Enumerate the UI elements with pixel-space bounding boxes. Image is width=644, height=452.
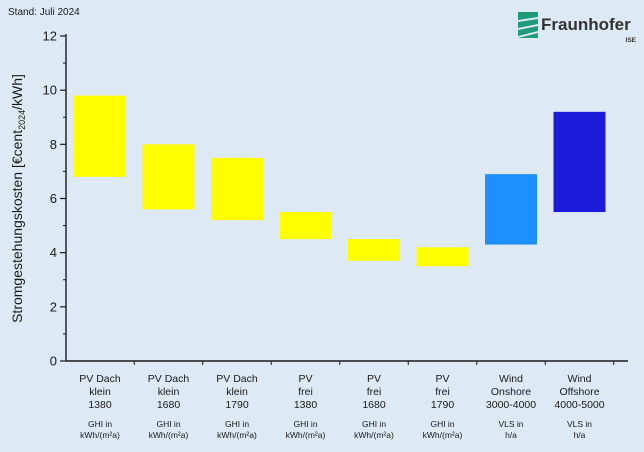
range-bar [279, 212, 332, 240]
category-label-line: 1380 [294, 399, 318, 411]
logo-sub-text: ISE [626, 37, 637, 44]
category-unit-line: kWh/(m²a) [80, 430, 120, 440]
category-unit-line: kWh/(m²a) [423, 430, 463, 440]
category-unit-line: GHI in [156, 419, 180, 429]
category-label-line: PV [298, 373, 312, 385]
category-label-line: PV Dach [148, 373, 190, 385]
category-unit-line: GHI in [225, 419, 249, 429]
category-label-line: Wind [499, 373, 523, 385]
y-axis-label: Stromgestehungskosten [€cent2024/kWh] [9, 74, 27, 323]
category-label-line: PV [435, 373, 449, 385]
category-label-line: klein [89, 386, 111, 398]
category-unit-line: GHI in [362, 419, 386, 429]
category-unit-line: GHI in [293, 419, 317, 429]
category-unit-line: kWh/(m²a) [149, 430, 189, 440]
category-label-line: Wind [568, 373, 592, 385]
category-label-line: 1790 [431, 399, 455, 411]
category-label-line: 3000-4000 [486, 399, 536, 411]
y-tick-label: 10 [43, 83, 57, 98]
category-unit-line: h/a [505, 430, 517, 440]
y-tick-label: 0 [50, 354, 57, 369]
category-label-line: 1680 [157, 399, 181, 411]
category-unit-line: GHI in [430, 419, 454, 429]
range-bar [211, 157, 263, 221]
y-tick-label: 4 [50, 245, 57, 260]
y-tick-label: 12 [43, 29, 57, 44]
category-unit-line: kWh/(m²a) [354, 430, 394, 440]
axes: 0 2 4 6 8 10 12 [43, 29, 628, 369]
category-label-line: frei [435, 386, 450, 398]
category-label-line: klein [226, 386, 248, 398]
y-tick-label: 8 [50, 137, 57, 152]
range-bar [74, 95, 126, 177]
category-label-line: frei [367, 386, 382, 398]
y-axis-label-group: Stromgestehungskosten [€cent2024/kWh] [9, 74, 27, 323]
category-label-line: PV Dach [216, 373, 258, 385]
category-label-line: Offshore [559, 386, 599, 398]
category-label-line: 1790 [225, 399, 249, 411]
stand-label: Stand: Juli 2024 [8, 7, 80, 18]
category-label-line: Onshore [491, 386, 531, 398]
fraunhofer-logo-mark-icon [518, 12, 538, 38]
range-bar [485, 174, 537, 245]
y-tick-label: 2 [50, 299, 57, 314]
category-label-line: PV [367, 373, 381, 385]
range-bar [348, 239, 400, 261]
category-label-line: klein [158, 386, 180, 398]
category-label-line: 1380 [88, 399, 112, 411]
category-unit-line: kWh/(m²a) [217, 430, 257, 440]
y-axis-label-main: Stromgestehungskosten [€cent [9, 130, 25, 323]
category-label-line: frei [298, 386, 313, 398]
category-label-line: PV Dach [79, 373, 121, 385]
category-unit-line: VLS in [567, 419, 592, 429]
bars [74, 95, 606, 267]
category-unit-line: h/a [574, 430, 586, 440]
category-unit-line: GHI in [88, 419, 112, 429]
range-bar [142, 144, 195, 210]
category-unit-line: kWh/(m²a) [286, 430, 326, 440]
category-label-line: 1680 [362, 399, 386, 411]
logo-text: Fraunhofer [541, 15, 631, 34]
y-axis-label-subscript: 2024 [17, 110, 27, 130]
category-label-line: 4000-5000 [554, 399, 604, 411]
range-bar [416, 247, 469, 267]
y-tick-label: 6 [50, 191, 57, 206]
fraunhofer-logo: Fraunhofer ISE [518, 12, 637, 44]
category-unit-line: VLS in [498, 419, 523, 429]
range-bar [553, 111, 606, 213]
y-axis-label-unit: /kWh] [9, 74, 25, 110]
